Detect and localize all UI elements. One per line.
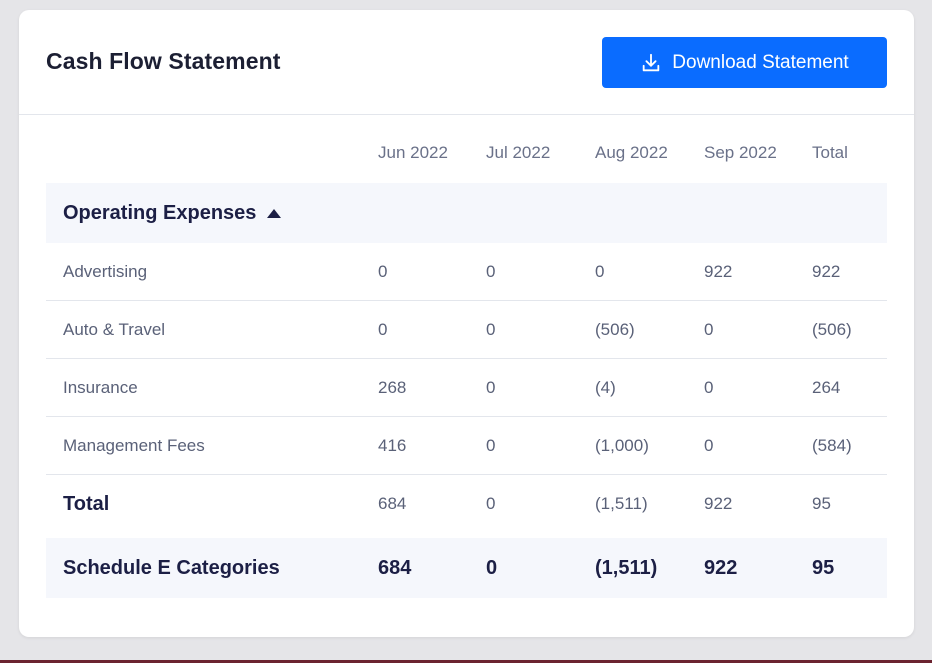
- table-cell: 0: [704, 377, 714, 397]
- table-cell: 0: [595, 261, 605, 281]
- table-cell: 0: [378, 319, 388, 339]
- summary-label: Schedule E Categories: [63, 556, 280, 579]
- table-cell: 0: [704, 319, 714, 339]
- schedule-e-categories-row: Schedule E Categories 684 0 (1,511) 922 …: [46, 538, 887, 598]
- table-row: Insurance 268 0 (4) 0 264: [46, 359, 887, 417]
- row-label: Auto & Travel: [63, 319, 166, 339]
- row-label: Advertising: [63, 261, 148, 281]
- total-row: Total 684 0 (1,511) 922 95: [46, 475, 887, 533]
- table-cell: (506): [595, 319, 635, 339]
- table-row: Auto & Travel 0 0 (506) 0 (506): [46, 301, 887, 359]
- table-cell: (1,000): [595, 435, 649, 455]
- table-cell: 0: [486, 319, 496, 339]
- table-cell: 684: [378, 494, 407, 513]
- table-cell: (506): [812, 319, 852, 339]
- table-cell: 95: [812, 556, 835, 579]
- table-cell: 922: [812, 261, 841, 281]
- table-cell: 0: [486, 261, 496, 281]
- table-cell: 0: [704, 435, 714, 455]
- table-cell: 0: [378, 261, 388, 281]
- column-header-total: Total: [812, 142, 848, 162]
- table-cell: 922: [704, 556, 738, 579]
- table-cell: 0: [486, 435, 496, 455]
- column-header-jun-2022: Jun 2022: [378, 142, 448, 162]
- page-title: Cash Flow Statement: [46, 48, 281, 74]
- table-cell: (1,511): [595, 556, 658, 579]
- row-label: Insurance: [63, 377, 138, 397]
- window-bottom-edge: [0, 660, 932, 663]
- table-cell: 268: [378, 377, 407, 397]
- download-statement-button[interactable]: Download Statement: [602, 37, 887, 88]
- table-row: Advertising 0 0 0 922 922: [46, 243, 887, 301]
- caret-up-icon[interactable]: [267, 209, 282, 218]
- column-header-jul-2022: Jul 2022: [486, 142, 551, 162]
- column-header-sep-2022: Sep 2022: [704, 142, 777, 162]
- card-header: Cash Flow Statement Download Statement: [19, 10, 914, 115]
- download-icon: [640, 52, 662, 74]
- table-cell: 264: [812, 377, 841, 397]
- total-label: Total: [63, 492, 110, 515]
- section-row-operating-expenses[interactable]: Operating Expenses: [46, 183, 887, 243]
- table-cell: (1,511): [595, 494, 648, 513]
- table-cell: 0: [486, 556, 498, 579]
- table-cell: 684: [378, 556, 412, 579]
- table-cell: 922: [704, 494, 733, 513]
- cash-flow-card: Cash Flow Statement Download Statement J…: [19, 10, 914, 637]
- table-row: Management Fees 416 0 (1,000) 0 (584): [46, 417, 887, 475]
- table-cell: 922: [704, 261, 733, 281]
- table-cell: 416: [378, 435, 407, 455]
- table-cell: 0: [486, 494, 496, 513]
- table-cell: (584): [812, 435, 852, 455]
- table-cell: 95: [812, 494, 831, 513]
- table-header-row: Jun 2022 Jul 2022 Aug 2022 Sep 2022 Tota…: [46, 114, 887, 183]
- table-cell: 0: [486, 377, 496, 397]
- download-statement-label: Download Statement: [672, 51, 849, 73]
- column-header-aug-2022: Aug 2022: [595, 142, 668, 162]
- cash-flow-table: Jun 2022 Jul 2022 Aug 2022 Sep 2022 Tota…: [46, 114, 887, 598]
- section-label-text: Operating Expenses: [63, 201, 257, 224]
- table-cell: (4): [595, 377, 616, 397]
- row-label: Management Fees: [63, 435, 205, 455]
- section-label: Operating Expenses: [63, 183, 282, 243]
